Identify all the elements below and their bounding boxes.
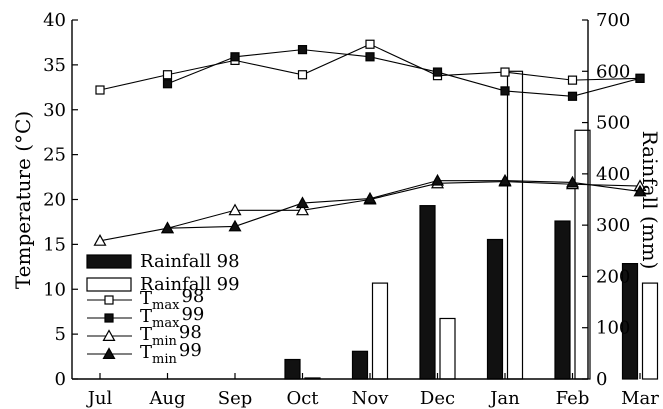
point-t-max-99-jan <box>500 86 510 96</box>
tick-label-right-500: 500 <box>596 113 630 134</box>
legend-label-t-max-99: Tmax 99 <box>140 304 204 331</box>
point-t-max-98-feb <box>567 75 578 85</box>
point-t-max-99-oct <box>297 45 308 55</box>
point-t-min-99-dec <box>430 173 445 186</box>
point-t-min-99-feb <box>565 175 580 188</box>
bar-rainfall-98-nov <box>351 350 369 380</box>
legend-marker-t-min-99 <box>102 347 116 359</box>
tick-label-x-aug: Aug <box>148 388 185 409</box>
bar-rainfall-98-oct <box>284 358 301 380</box>
legend-label-t-min-99: Tmin 99 <box>140 340 202 367</box>
legend-marker-t-min-98 <box>102 329 116 341</box>
point-t-max-98-jul <box>95 85 105 95</box>
legend-swatch-rainfall-99 <box>86 277 132 292</box>
point-t-min-99-nov <box>363 191 377 204</box>
tick-label-right-400: 400 <box>596 164 630 185</box>
tick-label-left-35: 35 <box>43 55 66 76</box>
legend-label-t-min-98: Tmin 98 <box>140 322 202 349</box>
tick-label-left-20: 20 <box>43 190 66 211</box>
bar-rainfall-98-jan <box>486 238 504 380</box>
tick-label-x-nov: Nov <box>352 388 390 409</box>
bar-rainfall-98-mar <box>621 263 639 380</box>
tick-label-left-5: 5 <box>55 324 66 345</box>
point-t-max-98-oct <box>297 70 308 80</box>
point-t-max-99-sep <box>230 52 240 62</box>
tick-label-left-15: 15 <box>43 234 66 255</box>
point-t-min-98-oct <box>295 203 310 216</box>
point-t-max-99-feb <box>567 91 578 101</box>
bar-rainfall-99-jan <box>506 70 524 380</box>
legend-marker-t-max-98 <box>104 295 114 305</box>
legend-label-t-max-98: Tmax 98 <box>140 286 204 313</box>
tick-label-right-700: 700 <box>596 10 630 31</box>
bar-rainfall-99-nov <box>371 282 389 380</box>
tick-label-right-600: 600 <box>596 61 630 82</box>
tick-label-x-jan: Jan <box>488 388 520 409</box>
point-t-min-99-aug <box>160 221 175 234</box>
tick-label-x-oct: Oct <box>286 388 319 409</box>
tick-label-x-feb: Feb <box>556 388 590 409</box>
bar-rainfall-98-dec <box>419 205 436 380</box>
y-axis-left-title: Temperature (°C) <box>11 111 35 289</box>
point-t-max-99-nov <box>365 52 375 62</box>
tick-label-x-sep: Sep <box>218 388 253 409</box>
tick-label-x-jul: Jul <box>86 388 113 409</box>
line-t-max-99 <box>167 49 641 97</box>
point-t-max-99-mar <box>635 73 645 83</box>
tick-label-right-300: 300 <box>596 215 630 236</box>
line-t-min-99 <box>167 180 641 229</box>
point-t-max-98-aug <box>162 70 173 80</box>
tick-label-left-25: 25 <box>43 145 66 166</box>
point-t-min-99-oct <box>295 196 310 209</box>
tick-label-left-0: 0 <box>55 369 66 390</box>
point-t-min-99-sep <box>228 219 242 232</box>
legend-swatch-rainfall-98 <box>86 254 132 269</box>
bars-layer <box>284 70 659 380</box>
tick-label-right-0: 0 <box>596 369 607 390</box>
point-t-max-99-dec <box>432 67 443 77</box>
axes-layer: 05101520253035400100200300400500600700Ju… <box>43 10 659 409</box>
lines-layer <box>93 39 647 246</box>
point-t-min-99-mar <box>633 184 647 197</box>
point-t-max-98-jan <box>500 67 510 77</box>
tick-label-x-dec: Dec <box>420 388 455 409</box>
tick-label-x-mar: Mar <box>621 388 659 409</box>
line-t-max-98 <box>99 43 641 91</box>
point-t-min-98-sep <box>228 203 242 216</box>
bar-rainfall-98-feb <box>554 220 571 380</box>
point-t-min-99-jan <box>498 173 512 186</box>
tick-label-right-100: 100 <box>596 318 630 339</box>
bar-rainfall-99-dec <box>439 317 456 380</box>
point-t-min-98-jul <box>93 234 107 246</box>
legend-label-rainfall-98: Rainfall 98 <box>140 251 240 272</box>
bar-rainfall-99-mar <box>641 282 659 380</box>
legend-label-rainfall-99: Rainfall 99 <box>140 274 240 295</box>
tick-label-right-200: 200 <box>596 266 630 287</box>
tick-label-left-30: 30 <box>43 100 66 121</box>
y-axis-right-title: Rainfall (mm) <box>638 131 662 270</box>
legend-marker-t-max-99 <box>104 313 114 323</box>
tick-label-left-10: 10 <box>43 279 66 300</box>
point-t-max-98-nov <box>365 39 375 49</box>
point-t-max-99-aug <box>162 79 173 89</box>
tick-label-left-40: 40 <box>43 10 66 31</box>
